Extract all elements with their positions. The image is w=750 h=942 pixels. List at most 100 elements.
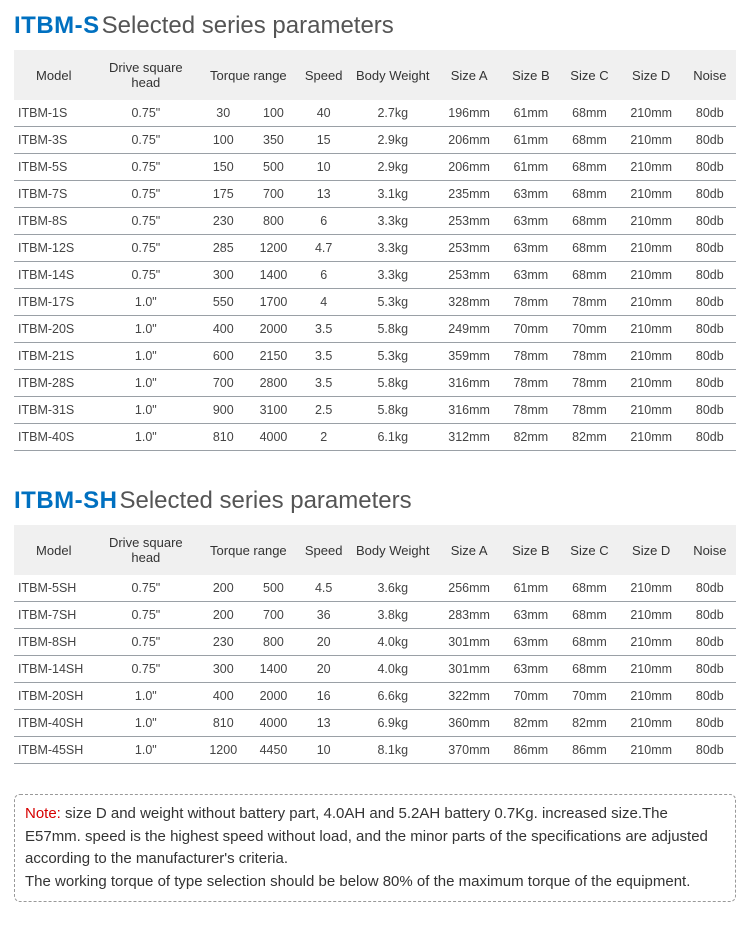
col-noise: Noise xyxy=(684,50,736,100)
cell-drive: 0.75" xyxy=(94,656,199,683)
cell-c: 78mm xyxy=(560,370,619,397)
table-row: ITBM-31S1.0"90031002.55.8kg316mm78mm78mm… xyxy=(14,397,736,424)
cell-speed: 2.5 xyxy=(299,397,349,424)
col-sizeb: Size B xyxy=(502,50,561,100)
heading-prefix: ITBM-S xyxy=(14,12,100,39)
cell-drive: 0.75" xyxy=(94,262,199,289)
cell-model: ITBM-21S xyxy=(14,343,94,370)
cell-d: 210mm xyxy=(619,737,684,764)
table-row: ITBM-45SH1.0"12004450108.1kg370mm86mm86m… xyxy=(14,737,736,764)
cell-c: 70mm xyxy=(560,683,619,710)
cell-model: ITBM-7S xyxy=(14,181,94,208)
cell-noise: 80db xyxy=(684,316,736,343)
cell-d: 210mm xyxy=(619,208,684,235)
cell-tmin: 300 xyxy=(198,656,248,683)
cell-drive: 1.0" xyxy=(94,397,199,424)
cell-a: 360mm xyxy=(437,710,502,737)
table-row: ITBM-21S1.0"60021503.55.3kg359mm78mm78mm… xyxy=(14,343,736,370)
cell-weight: 3.1kg xyxy=(349,181,437,208)
table-row: ITBM-5SH0.75"2005004.53.6kg256mm61mm68mm… xyxy=(14,575,736,602)
cell-noise: 80db xyxy=(684,154,736,181)
cell-speed: 40 xyxy=(299,100,349,127)
cell-tmax: 4000 xyxy=(248,424,298,451)
cell-model: ITBM-5SH xyxy=(14,575,94,602)
cell-weight: 3.3kg xyxy=(349,235,437,262)
cell-noise: 80db xyxy=(684,343,736,370)
cell-d: 210mm xyxy=(619,316,684,343)
cell-tmin: 550 xyxy=(198,289,248,316)
cell-noise: 80db xyxy=(684,181,736,208)
col-speed: Speed xyxy=(299,525,349,575)
cell-model: ITBM-31S xyxy=(14,397,94,424)
note-line1: size D and weight without battery part, … xyxy=(25,805,708,867)
cell-weight: 5.8kg xyxy=(349,397,437,424)
cell-weight: 6.9kg xyxy=(349,710,437,737)
cell-c: 68mm xyxy=(560,262,619,289)
table-row: ITBM-5S0.75"150500102.9kg206mm61mm68mm21… xyxy=(14,154,736,181)
cell-noise: 80db xyxy=(684,397,736,424)
cell-speed: 10 xyxy=(299,154,349,181)
cell-tmax: 2800 xyxy=(248,370,298,397)
cell-d: 210mm xyxy=(619,602,684,629)
note-box: Note: size D and weight without battery … xyxy=(14,794,736,902)
cell-b: 82mm xyxy=(502,424,561,451)
cell-speed: 10 xyxy=(299,737,349,764)
cell-d: 210mm xyxy=(619,289,684,316)
cell-model: ITBM-28S xyxy=(14,370,94,397)
cell-c: 78mm xyxy=(560,397,619,424)
cell-weight: 4.0kg xyxy=(349,629,437,656)
cell-tmax: 700 xyxy=(248,602,298,629)
cell-d: 210mm xyxy=(619,397,684,424)
cell-b: 63mm xyxy=(502,262,561,289)
cell-weight: 5.3kg xyxy=(349,289,437,316)
cell-tmin: 175 xyxy=(198,181,248,208)
cell-tmax: 800 xyxy=(248,208,298,235)
cell-tmax: 2000 xyxy=(248,316,298,343)
cell-b: 63mm xyxy=(502,235,561,262)
cell-tmin: 150 xyxy=(198,154,248,181)
cell-model: ITBM-5S xyxy=(14,154,94,181)
cell-speed: 2 xyxy=(299,424,349,451)
cell-b: 78mm xyxy=(502,343,561,370)
cell-tmin: 1200 xyxy=(198,737,248,764)
cell-c: 68mm xyxy=(560,656,619,683)
cell-a: 253mm xyxy=(437,208,502,235)
cell-drive: 1.0" xyxy=(94,370,199,397)
cell-weight: 2.7kg xyxy=(349,100,437,127)
table-itbm-sh: Model Drive square head Torque range Spe… xyxy=(14,525,736,764)
col-model: Model xyxy=(14,525,94,575)
cell-a: 206mm xyxy=(437,154,502,181)
cell-c: 78mm xyxy=(560,289,619,316)
cell-noise: 80db xyxy=(684,737,736,764)
cell-model: ITBM-3S xyxy=(14,127,94,154)
cell-tmin: 810 xyxy=(198,424,248,451)
cell-model: ITBM-20SH xyxy=(14,683,94,710)
cell-weight: 2.9kg xyxy=(349,127,437,154)
col-weight: Body Weight xyxy=(349,525,437,575)
cell-weight: 4.0kg xyxy=(349,656,437,683)
cell-b: 61mm xyxy=(502,154,561,181)
table-row: ITBM-7SH0.75"200700363.8kg283mm63mm68mm2… xyxy=(14,602,736,629)
cell-speed: 4.7 xyxy=(299,235,349,262)
cell-d: 210mm xyxy=(619,181,684,208)
cell-speed: 3.5 xyxy=(299,343,349,370)
cell-d: 210mm xyxy=(619,656,684,683)
cell-speed: 15 xyxy=(299,127,349,154)
cell-model: ITBM-8S xyxy=(14,208,94,235)
cell-a: 301mm xyxy=(437,629,502,656)
cell-drive: 1.0" xyxy=(94,316,199,343)
cell-b: 78mm xyxy=(502,289,561,316)
cell-noise: 80db xyxy=(684,629,736,656)
cell-a: 328mm xyxy=(437,289,502,316)
cell-noise: 80db xyxy=(684,575,736,602)
cell-d: 210mm xyxy=(619,127,684,154)
heading-itbm-s: ITBM-SSelected series parameters xyxy=(14,12,736,40)
cell-weight: 8.1kg xyxy=(349,737,437,764)
table-row: ITBM-12S0.75"28512004.73.3kg253mm63mm68m… xyxy=(14,235,736,262)
cell-d: 210mm xyxy=(619,710,684,737)
section-itbm-sh: ITBM-SHSelected series parameters Model … xyxy=(0,463,750,776)
cell-d: 210mm xyxy=(619,154,684,181)
cell-tmax: 800 xyxy=(248,629,298,656)
cell-model: ITBM-20S xyxy=(14,316,94,343)
cell-c: 68mm xyxy=(560,208,619,235)
